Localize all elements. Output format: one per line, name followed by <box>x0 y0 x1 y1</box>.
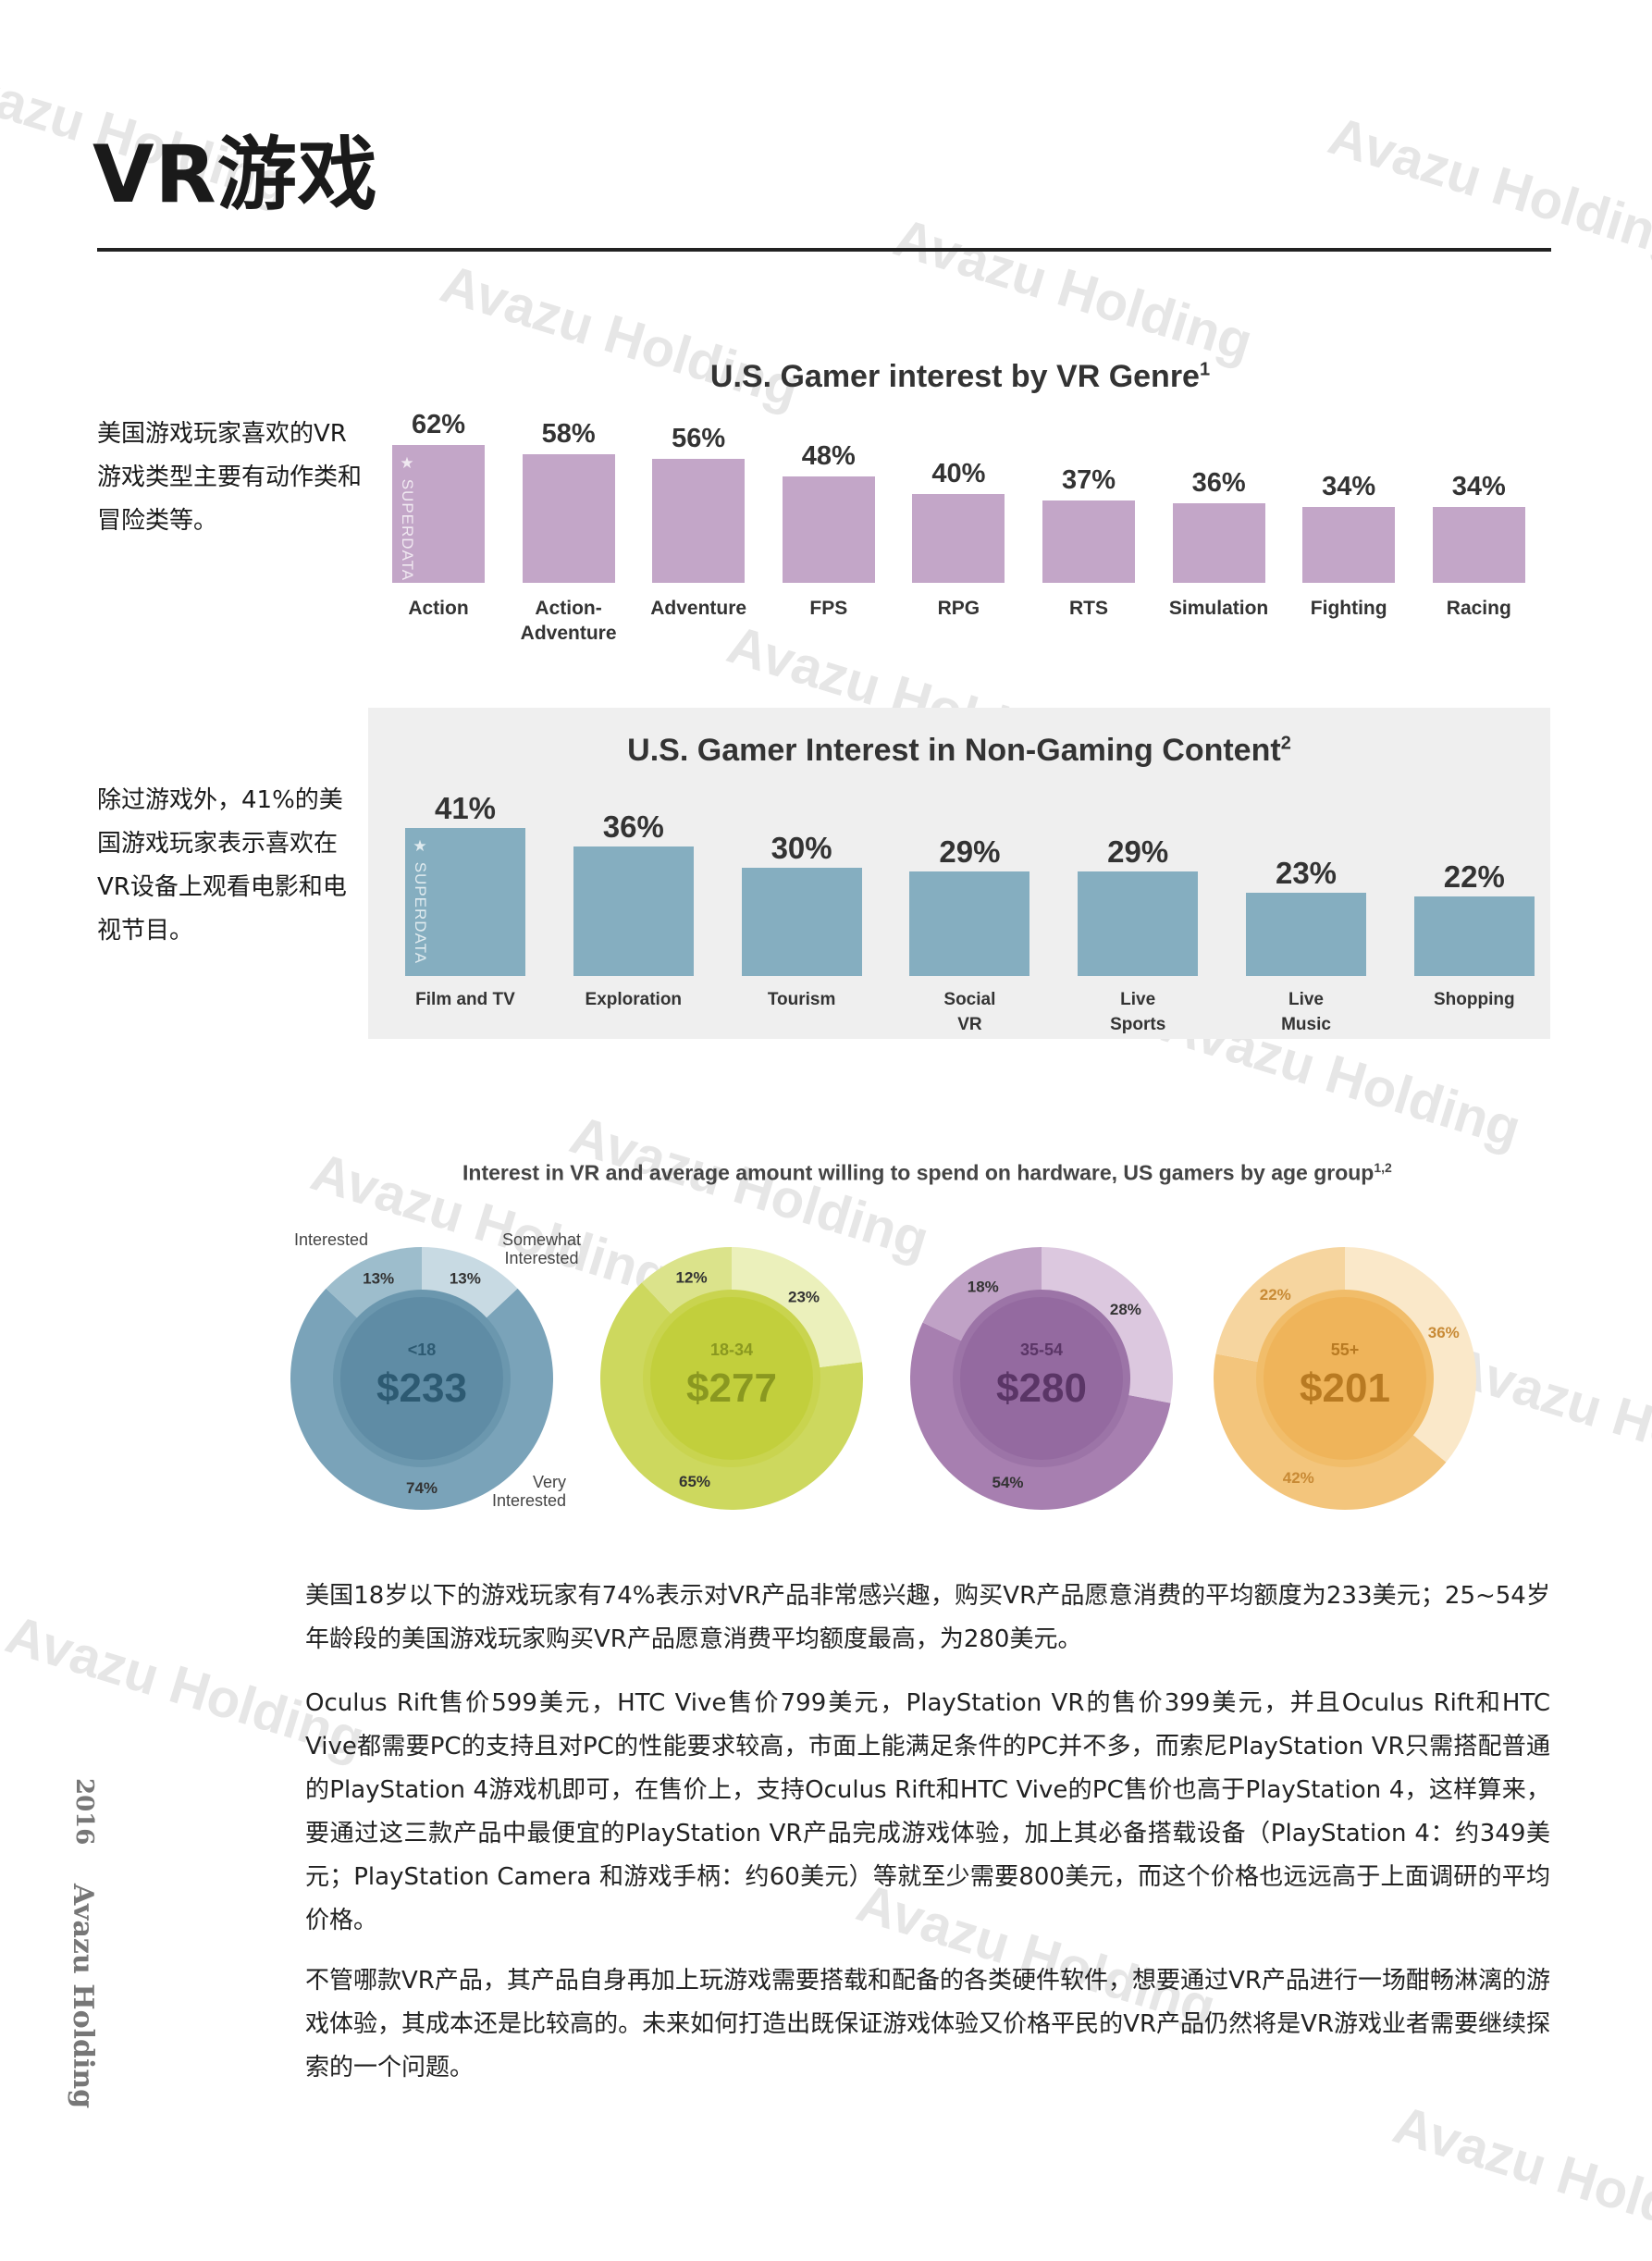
bar-value-label: 22% <box>1443 859 1505 895</box>
bar-tourism <box>741 868 862 976</box>
bar-value-label: 41% <box>434 791 497 826</box>
bar-rpg <box>912 494 1005 583</box>
bar-live-music <box>1246 893 1366 976</box>
page-title: VR游戏 <box>92 129 378 221</box>
bar-category-label: Social VR <box>943 990 996 1034</box>
donut-pct-very: 65% <box>679 1473 710 1490</box>
bar-category-label: Racing <box>1446 598 1511 619</box>
bar-category-label: Tourism <box>767 990 836 1009</box>
bar-category-label: Live Music <box>1281 990 1331 1034</box>
genre-bar-chart: 62% Action ★ SUPERDATA 58% Action- Adventure 5… <box>0 0 1652 666</box>
bar-simulation <box>1172 502 1265 583</box>
bar-value-label: 56% <box>672 423 726 453</box>
donut-center <box>1264 1297 1426 1460</box>
bar-live-sports <box>1078 871 1199 976</box>
non-gaming-bar-chart: 41% Film and TV ★ SUPERDATA 36% Exploration 3… <box>0 0 1652 1045</box>
bar-value-label: 36% <box>602 809 664 844</box>
non-gaming-chart-title: U.S. Gamer Interest in Non-Gaming Conten… <box>627 733 1291 768</box>
donut-age-label: <18 <box>408 1341 437 1359</box>
age-donut-charts: <18 $233 13% 13% 74% 18-34 $277 12% 23% 65% 35-54 $… <box>290 1247 1476 1511</box>
footer-year: 2016 <box>70 1778 98 1846</box>
bar-value-label: 48% <box>801 440 856 471</box>
content-note: 除过游戏外，41%的美国游戏玩家表示喜欢在VR设备上观看电影和电视节目。 <box>97 786 347 945</box>
paragraph-2: Oculus Rift售价599美元，HTC Vive售价799美元，PlayS… <box>305 1689 1550 1934</box>
donut-spend-label: $277 <box>686 1365 777 1411</box>
footer-brand: Avazu Holding <box>67 1884 99 2109</box>
donut-pct-very: 42% <box>1283 1469 1314 1487</box>
bar-rts <box>1042 500 1135 583</box>
bar-category-label: Fighting <box>1310 598 1387 619</box>
bar-value-label: 37% <box>1061 465 1116 496</box>
bar-action <box>392 445 485 583</box>
bar-category-label: FPS <box>809 598 848 619</box>
bar-category-label: RTS <box>1069 598 1108 619</box>
genre-chart-title: U.S. Gamer interest by VR Genre1 <box>709 359 1211 394</box>
donut-pct-interested: 13% <box>363 1270 394 1288</box>
donut-spend-label: $201 <box>1300 1365 1390 1411</box>
bar-adventure <box>652 458 746 583</box>
donut-center <box>960 1297 1123 1460</box>
bar-category-label: Action- Adventure <box>520 598 617 644</box>
bar-category-label: Shopping <box>1434 990 1515 1009</box>
bar-fighting <box>1302 507 1396 583</box>
donut-pct-somewhat: 23% <box>788 1288 820 1305</box>
bar-category-label: Exploration <box>585 990 683 1009</box>
donut-center <box>340 1297 503 1460</box>
donut-pct-somewhat: 13% <box>450 1270 481 1288</box>
donut-spend-label: $233 <box>376 1365 467 1411</box>
donut-spend-label: $280 <box>996 1365 1087 1411</box>
bar-film-and-tv <box>405 828 525 976</box>
bar-category-label: RPG <box>937 598 980 619</box>
donut-pct-somewhat: 36% <box>1428 1324 1460 1341</box>
bar-value-label: 30% <box>771 831 832 865</box>
paragraph-1: 美国18岁以下的游戏玩家有74%表示对VR产品非常感兴趣，购买VR产品愿意消费的… <box>305 1582 1550 1653</box>
bar-social-vr <box>909 871 1030 976</box>
donut-age-label: 55+ <box>1331 1341 1360 1359</box>
legend-interested: Interested <box>294 1230 369 1249</box>
donut-pct-interested: 22% <box>1260 1286 1291 1303</box>
genre-note: 美国游戏玩家喜欢的VR游戏类型主要有动作类和冒险类等。 <box>97 420 363 535</box>
donut-age-label: 35-54 <box>1020 1341 1063 1359</box>
donut-center <box>650 1297 813 1460</box>
bar-value-label: 23% <box>1275 856 1338 891</box>
bar-value-label: 29% <box>1107 834 1169 869</box>
legend-somewhat: Somewhat Interested <box>502 1230 582 1267</box>
bar-value-label: 34% <box>1322 472 1376 502</box>
bar-category-label: Live Sports <box>1110 990 1166 1034</box>
bar-value-label: 62% <box>411 410 466 440</box>
bar-exploration <box>573 846 694 976</box>
watermark-text: Avazu Holding <box>1387 2094 1652 2261</box>
bar-value-label: 29% <box>939 834 1001 869</box>
bar-fps <box>782 476 875 583</box>
title-divider <box>97 248 1551 252</box>
donut-pct-interested: 12% <box>676 1268 708 1286</box>
donut-pct-very: 74% <box>406 1479 438 1497</box>
bar-action-adventure <box>522 453 615 583</box>
bar-value-label: 40% <box>931 459 986 488</box>
bar-category-label: Film and TV <box>415 990 515 1009</box>
age-chart-title: Interest in VR and average amount willin… <box>462 1160 1392 1185</box>
bar-value-label: 36% <box>1191 467 1246 498</box>
donut-pct-very: 54% <box>992 1474 1024 1491</box>
bar-category-label: Simulation <box>1168 598 1269 619</box>
legend-very: Very Interested <box>491 1473 566 1510</box>
bar-category-label: Adventure <box>650 598 747 619</box>
donut-pct-interested: 18% <box>968 1278 999 1295</box>
bar-value-label: 34% <box>1451 472 1506 502</box>
bar-category-label: Action <box>408 598 469 619</box>
bar-shopping <box>1413 896 1535 976</box>
bar-racing <box>1432 507 1525 583</box>
donut-age-label: 18-34 <box>710 1341 753 1359</box>
bar-value-label: 58% <box>541 418 596 449</box>
superdata-source-mark: ★ SUPERDATA <box>399 454 416 582</box>
paragraph-3: 不管哪款VR产品，其产品自身再加上玩游戏需要搭载和配备的各类硬件软件，想要通过V… <box>305 1967 1550 2082</box>
superdata-source-mark: ★ SUPERDATA <box>412 837 429 965</box>
donut-pct-somewhat: 28% <box>1110 1301 1141 1318</box>
